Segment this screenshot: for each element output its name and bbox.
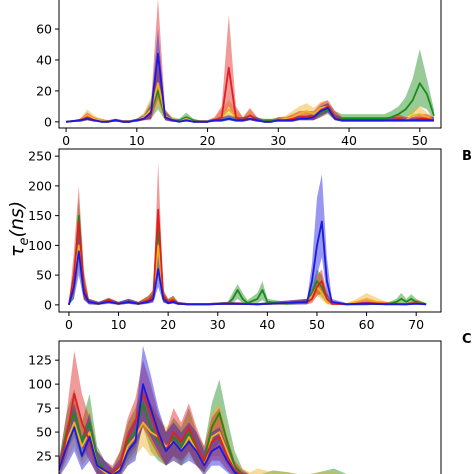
band-blue	[68, 174, 427, 305]
x-tick-label: 20	[200, 133, 216, 148]
y-tick-label: 20	[36, 83, 52, 98]
axes-frame	[58, 0, 442, 129]
band-red	[68, 162, 427, 305]
y-tick-label: 75	[36, 401, 52, 416]
series-line-green	[68, 214, 427, 306]
series-line-green	[59, 402, 243, 474]
band-blue	[59, 345, 247, 474]
panel-a: 0 20 40 60 0 10 20 30 40 50	[36, 0, 442, 148]
band-green	[68, 197, 427, 305]
panel-c: 25 50 75 100 125	[28, 340, 442, 474]
series-line-red	[68, 208, 427, 306]
x-tick-label: 60	[359, 317, 375, 332]
y-axis-label-subscript: e	[17, 238, 32, 246]
y-tick-label: 200	[28, 178, 52, 193]
y-axis-label-unit: (ns)	[6, 201, 28, 238]
y-tick-label: 40	[36, 52, 52, 67]
x-tick-label: 50	[412, 133, 428, 148]
series-line-blue	[68, 220, 427, 306]
x-tick-label: 0	[62, 133, 70, 148]
band-blue	[66, 29, 434, 122]
band-orange	[66, 52, 434, 122]
y-axis-label-symbol: τ	[6, 245, 28, 257]
series-line-blue	[59, 383, 240, 474]
series-line-blue	[66, 52, 434, 123]
x-tick-label: 10	[129, 133, 145, 148]
y-tick-label: 25	[36, 449, 52, 464]
x-tick-label: 30	[210, 317, 226, 332]
y-tick-label: 60	[36, 22, 52, 37]
axes-frame	[58, 340, 442, 474]
x-tick-label: 40	[259, 317, 275, 332]
y-tick-label: 100	[28, 238, 52, 253]
y-tick-label: 250	[28, 149, 52, 164]
band-red	[66, 0, 434, 122]
panel-letter-c: C	[462, 332, 472, 347]
band-orange	[59, 393, 343, 474]
y-tick-label: 100	[28, 377, 52, 392]
plot-area	[68, 162, 427, 306]
band-green	[66, 49, 434, 122]
x-tick-label: 0	[65, 317, 73, 332]
axes-frame	[58, 148, 442, 313]
x-tick-label: 50	[309, 317, 325, 332]
plot-area	[59, 345, 347, 474]
panel-letter-b: B	[462, 149, 472, 164]
panel-b: 0 50 100 150 200 250 0 10 20 30 40 50 60 70	[28, 148, 442, 332]
band-red	[59, 350, 250, 474]
band-green	[59, 379, 347, 474]
x-tick-label: 70	[408, 317, 424, 332]
y-tick-label: 0	[44, 114, 52, 129]
y-tick-label: 150	[28, 208, 52, 223]
y-tick-label: 50	[36, 268, 52, 283]
y-tick-label: 125	[28, 353, 52, 368]
y-axis-label: τe(ns)	[6, 201, 32, 257]
plot-area	[66, 0, 435, 123]
y-tick-label: 50	[36, 425, 52, 440]
x-tick-label: 20	[160, 317, 176, 332]
x-tick-label: 30	[270, 133, 286, 148]
x-tick-label: 40	[341, 133, 357, 148]
y-tick-label: 0	[44, 297, 52, 312]
band-orange	[68, 221, 427, 305]
x-tick-label: 10	[111, 317, 127, 332]
